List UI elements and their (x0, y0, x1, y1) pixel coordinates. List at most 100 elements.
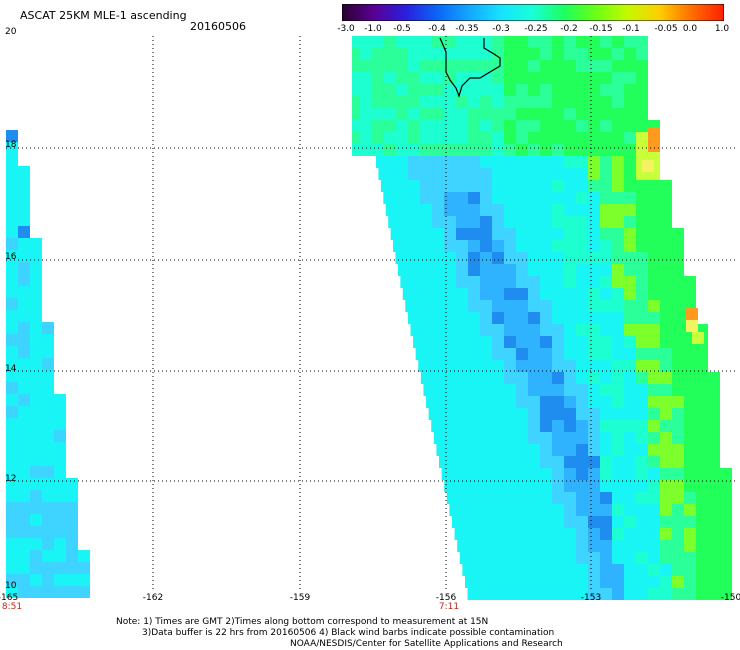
swath-cell (480, 588, 492, 600)
lat-label-10: 10 (5, 581, 17, 591)
swath-cell (384, 36, 396, 48)
swath-cell (648, 312, 660, 324)
swath-cell (636, 576, 648, 588)
swath-cell (624, 324, 636, 336)
swath-cell (552, 132, 564, 144)
swath-cell (492, 108, 504, 120)
strip-cell (18, 262, 30, 274)
swath-cell (456, 408, 468, 420)
strip-cell (18, 454, 30, 466)
swath-cell (552, 192, 564, 204)
swath-cell (600, 252, 612, 264)
swath-cell (552, 564, 564, 576)
swath-cell (648, 252, 660, 264)
swath-cell (468, 528, 480, 540)
swath-cell (516, 336, 528, 348)
swath-cell (480, 156, 492, 168)
swath-cell (612, 204, 624, 216)
swath-cell (432, 396, 444, 408)
swath-cell (612, 252, 624, 264)
swath-cell (636, 276, 648, 288)
swath-cell (564, 396, 576, 408)
swath-cell (516, 276, 528, 288)
swath-cell (480, 564, 492, 576)
swath-cell (492, 240, 504, 252)
swath-cell (420, 168, 432, 180)
swath-cell (528, 48, 540, 60)
swath-cell (432, 96, 444, 108)
swath-cell (588, 228, 600, 240)
swath-cell (648, 276, 660, 288)
swath-cell (420, 48, 432, 60)
swath-cell (684, 516, 696, 528)
swath-cell (468, 252, 480, 264)
swath-cell (660, 468, 672, 480)
swath-cell (516, 168, 528, 180)
swath-cell (432, 252, 444, 264)
swath-cell (708, 420, 720, 432)
swath-cell (708, 456, 720, 468)
lon-label-150: -150 (720, 593, 740, 603)
strip-cell (18, 202, 30, 214)
swath-cell (528, 324, 540, 336)
swath-cell (672, 432, 684, 444)
swath-cell (432, 384, 444, 396)
swath-cell (444, 264, 456, 276)
strip-cell (30, 274, 42, 286)
swath-cell (480, 360, 492, 372)
swath-cell (600, 300, 612, 312)
swath-cell (456, 480, 468, 492)
swath-cell (480, 180, 492, 192)
colorbar-ticks: -3.0 -1.0 -0.5 -0.4 -0.35 -0.3 -0.25 -0.2 -0.15-… (336, 24, 732, 38)
swath-cell (480, 348, 492, 360)
swath-cell (588, 264, 600, 276)
swath-cell (588, 192, 600, 204)
strip-cell (18, 370, 30, 382)
swath-cell (648, 204, 660, 216)
swath-cell (408, 192, 420, 204)
swath-cell (696, 552, 708, 564)
swath-cell (588, 384, 600, 396)
swath-cell (588, 144, 600, 156)
colorbar-tick-label: 0.0 (682, 24, 698, 34)
swath-cell (660, 420, 672, 432)
strip-cell (54, 514, 66, 526)
colorbar-tick-label: -3.0 (337, 24, 355, 34)
swath-cell (492, 384, 504, 396)
swath-cell (696, 408, 708, 420)
strip-cell (66, 562, 78, 574)
swath-cell (432, 144, 444, 156)
swath-cell (552, 420, 564, 432)
strip-cell (78, 586, 90, 598)
swath-cell (456, 48, 468, 60)
swath-cell (420, 276, 432, 288)
swath-cell (576, 564, 588, 576)
swath-cell (504, 360, 516, 372)
swath-cells (6, 36, 732, 600)
strip-cell (78, 562, 90, 574)
swath-cell (408, 288, 420, 300)
swath-cell (636, 408, 648, 420)
swath-cell (636, 540, 648, 552)
swath-cell (684, 552, 696, 564)
swath-cell (480, 552, 492, 564)
swath-cell (552, 252, 564, 264)
strip-cell (42, 418, 54, 430)
swath-cell (528, 228, 540, 240)
swath-cell (540, 348, 552, 360)
swath-cell (600, 216, 612, 228)
swath-cell (552, 480, 564, 492)
swath-cell (528, 84, 540, 96)
swath-cell (708, 588, 720, 600)
swath-cell (564, 84, 576, 96)
swath-cell (468, 144, 480, 156)
swath-cell (528, 384, 540, 396)
swath-cell (624, 576, 636, 588)
swath-cell (384, 72, 396, 84)
strip-cell (18, 538, 30, 550)
swath-cell (480, 504, 492, 516)
swath-cell (468, 420, 480, 432)
swath-cell (552, 156, 564, 168)
swath-cell (432, 276, 444, 288)
